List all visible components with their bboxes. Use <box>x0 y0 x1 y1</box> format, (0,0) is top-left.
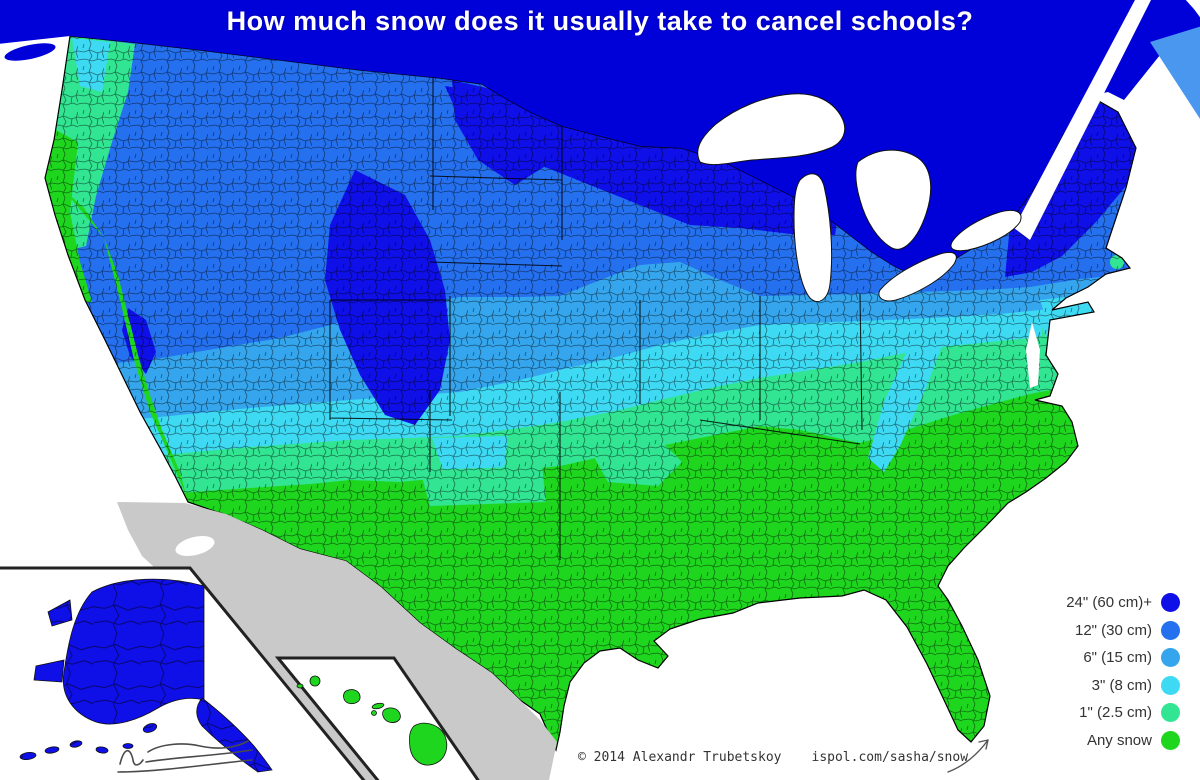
arrow-flourish <box>947 739 989 773</box>
lake-erie <box>878 251 957 302</box>
legend-swatch-24-icon <box>1161 593 1180 613</box>
lake-superior <box>697 93 846 166</box>
hawaii-islands <box>296 675 448 766</box>
signature <box>117 740 253 773</box>
legend-row-1: 1" (2.5 cm) <box>960 699 1180 727</box>
source-url: ispol.com/sasha/snow <box>811 750 969 765</box>
legend-swatch-12-icon <box>1161 620 1180 640</box>
legend-label: 1" (2.5 cm) <box>1079 704 1152 722</box>
lake-michigan <box>793 173 833 302</box>
legend-row-3: 3" (8 cm) <box>960 672 1180 700</box>
legend: 24" (60 cm)+ 12" (30 cm) 6" (15 cm) 3" (… <box>960 589 1180 754</box>
region-mexico <box>117 502 557 780</box>
hawaii-inset <box>274 656 480 780</box>
legend-row-24: 24" (60 cm)+ <box>960 589 1180 617</box>
legend-swatch-3-icon <box>1161 675 1180 695</box>
alaska-inset <box>0 566 366 780</box>
legend-label: 24" (60 cm)+ <box>1066 594 1152 612</box>
lake-huron <box>855 149 932 250</box>
map-title: How much snow does it usually take to ca… <box>226 6 974 36</box>
legend-row-12: 12" (30 cm) <box>960 617 1180 645</box>
ocean-corner-wedge <box>1185 0 1200 16</box>
copyright-text: © 2014 Alexandr Trubetskoy <box>578 750 782 765</box>
legend-label: 12" (30 cm) <box>1074 621 1152 639</box>
st-lawrence-river <box>1014 0 1151 240</box>
region-canadian-maritimes <box>1150 26 1200 119</box>
legend-swatch-any-icon <box>1161 730 1180 750</box>
legend-row-6: 6" (15 cm) <box>960 644 1180 672</box>
vancouver-island <box>4 43 56 61</box>
legend-row-any: Any snow <box>960 727 1180 755</box>
legend-swatch-1-icon <box>1161 703 1180 723</box>
legend-label: 6" (15 cm) <box>1083 649 1152 667</box>
chesapeake-bay <box>1026 322 1040 388</box>
coastal-white-patch <box>175 536 215 556</box>
great-lakes <box>697 93 1040 388</box>
legend-swatch-6-icon <box>1161 648 1180 668</box>
legend-label: 3" (8 cm) <box>1091 676 1152 694</box>
attribution: © 2014 Alexandr Trubetskoy ispol.com/sash… <box>578 750 968 765</box>
legend-label: Any snow <box>1086 731 1152 749</box>
lake-ontario <box>950 209 1022 252</box>
